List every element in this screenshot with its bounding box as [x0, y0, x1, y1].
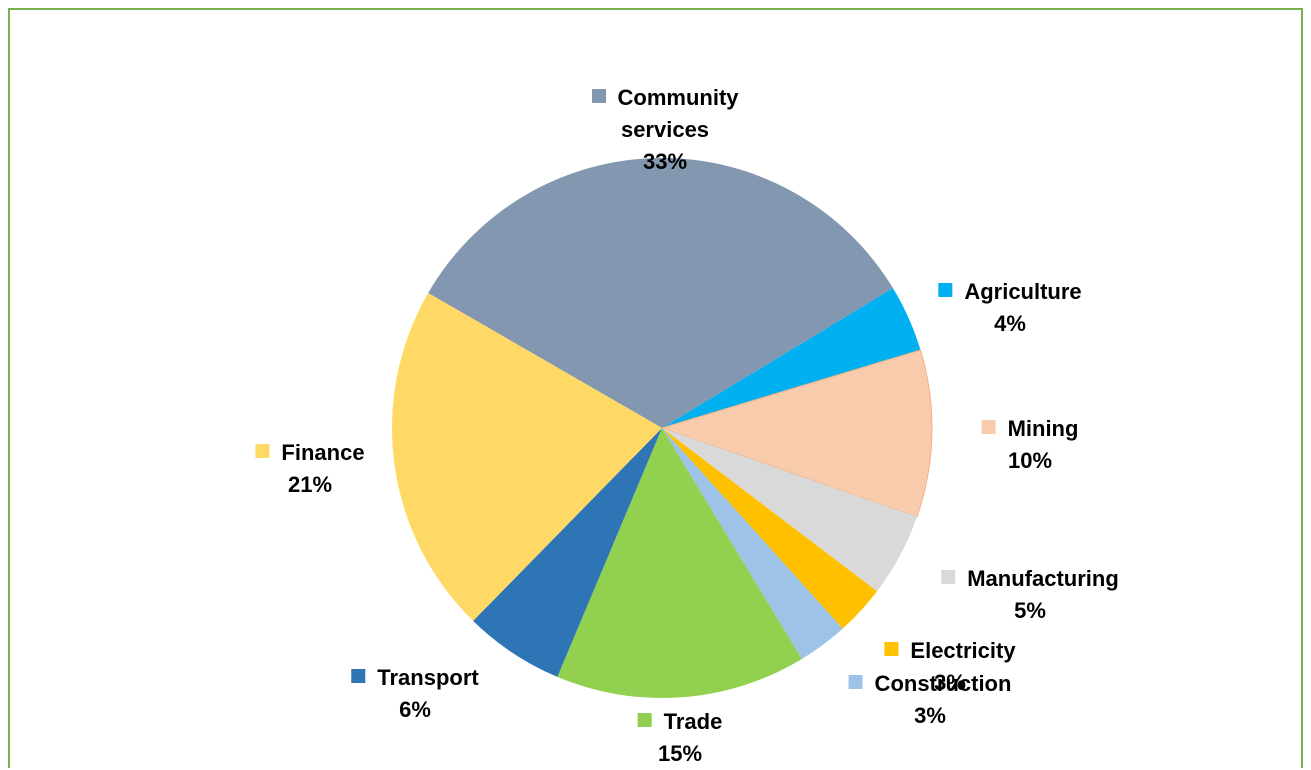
- category-name: Community services: [617, 85, 739, 142]
- pie-slice: [662, 428, 843, 659]
- slice-label: Construction 3%: [848, 668, 1012, 732]
- value-label: 3%: [934, 670, 966, 695]
- category-name: Agriculture: [964, 279, 1082, 304]
- pie-slice: [662, 428, 878, 629]
- slice-label: Mining 10%: [981, 413, 1079, 477]
- category-name: Manufacturing: [967, 566, 1119, 591]
- value-label: 3%: [914, 703, 946, 728]
- frame: [8, 8, 1303, 768]
- value-label: 15%: [657, 741, 703, 766]
- legend-entry: Mining: [981, 413, 1079, 445]
- pie-slice: [557, 428, 802, 699]
- legend-swatch: [941, 570, 956, 584]
- category-name: Trade: [663, 709, 723, 734]
- pie-slice: [662, 288, 921, 428]
- category-name: Electricity: [910, 638, 1016, 663]
- value-label: 21%: [287, 472, 333, 497]
- legend-swatch: [255, 444, 270, 458]
- legend-swatch: [981, 420, 996, 434]
- legend-entry: Manufacturing: [941, 563, 1119, 595]
- legend-entry: Trade: [637, 706, 723, 738]
- slice-label: Finance 21%: [255, 437, 365, 501]
- value-label: 33%: [642, 149, 688, 174]
- slice-label: Community services 33%: [580, 82, 750, 178]
- pie-slice: [660, 349, 933, 518]
- slice-label: Agriculture 4%: [938, 276, 1082, 340]
- pie-slice: [428, 157, 893, 428]
- legend-swatch: [938, 283, 953, 297]
- value-label: 4%: [994, 311, 1026, 336]
- legend-entry: Community services: [580, 82, 750, 146]
- pie-slice: [662, 428, 917, 592]
- slice-label: Electricity 3%: [884, 635, 1016, 699]
- slice-label: Manufacturing 5%: [941, 563, 1119, 627]
- value-label: 10%: [1007, 448, 1053, 473]
- category-name: Mining: [1007, 416, 1079, 441]
- slice-label: Trade 15%: [637, 706, 723, 770]
- category-name: Transport: [377, 665, 479, 690]
- value-label: 6%: [399, 697, 431, 722]
- category-name: Construction: [874, 671, 1012, 696]
- legend-swatch: [351, 669, 366, 683]
- legend-swatch: [637, 713, 652, 727]
- legend-swatch: [884, 642, 899, 656]
- legend-swatch: [591, 89, 606, 103]
- value-label: 5%: [1014, 598, 1046, 623]
- pie-slice: [391, 293, 662, 621]
- legend-entry: Electricity: [884, 635, 1016, 667]
- legend-swatch: [848, 675, 863, 689]
- legend-entry: Agriculture: [938, 276, 1082, 308]
- legend-entry: Construction: [848, 668, 1012, 700]
- category-name: Finance: [281, 440, 365, 465]
- legend-entry: Finance: [255, 437, 365, 469]
- pie-slice: [473, 428, 662, 677]
- legend-entry: Transport: [351, 662, 479, 694]
- slice-label: Transport 6%: [351, 662, 479, 726]
